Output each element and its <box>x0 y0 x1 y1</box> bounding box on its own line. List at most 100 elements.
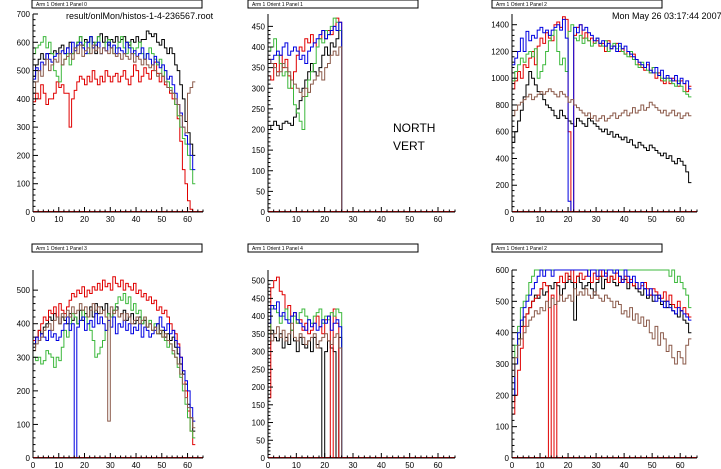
x-tick-label: 60 <box>676 461 685 469</box>
panel-0: Arm 1 Orient 1 Panel 0 0 100 200 300 400 500 60… <box>17 0 204 224</box>
y-tick-label: 50 <box>256 436 265 445</box>
x-tick-label: 10 <box>292 461 301 469</box>
series-blue <box>268 21 345 213</box>
series-red <box>33 61 196 213</box>
x-tick-label: 50 <box>157 461 166 469</box>
x-tick-label: 60 <box>434 215 443 224</box>
y-tick-label: 200 <box>496 181 510 190</box>
x-tick-label: 40 <box>620 215 629 224</box>
y-tick-label: 100 <box>496 423 510 432</box>
series-brown <box>268 46 345 213</box>
y-tick-label: 0 <box>261 454 266 463</box>
panel-title-box <box>491 243 663 253</box>
y-tick-label: 600 <box>496 266 510 275</box>
x-tick-label: 30 <box>106 461 115 469</box>
y-tick-label: 100 <box>17 420 31 429</box>
panel-1: Arm 1 Orient 1 Panel 1050100150200250300… <box>247 0 456 224</box>
file-path-label: result/onlMon/histos-1-4-236567.root <box>66 11 214 21</box>
y-tick-label: 0 <box>26 454 31 463</box>
x-tick-label: 40 <box>132 461 141 469</box>
x-tick-label: 20 <box>564 461 573 469</box>
panel-title: Arm 1 Orient 1 Panel 2 <box>496 2 547 8</box>
panel-title: Arm 1 Orient 1 Panel 1 <box>252 2 303 8</box>
y-tick-label: 300 <box>252 84 266 93</box>
y-tick-label: 400 <box>17 320 31 329</box>
x-tick-label: 60 <box>676 215 685 224</box>
y-tick-label: 400 <box>17 95 31 104</box>
panel-5: Arm 1 Orient 1 Panel 2010020030040050060… <box>491 243 698 469</box>
panel-title-box <box>31 0 203 9</box>
series-black <box>33 30 196 156</box>
vert-label: VERT <box>393 139 425 153</box>
y-tick-label: 450 <box>252 22 266 31</box>
y-tick-label: 150 <box>252 401 266 410</box>
series-brown <box>33 303 196 429</box>
x-tick-label: 20 <box>320 461 329 469</box>
y-tick-label: 100 <box>17 180 31 189</box>
series-red <box>268 276 345 459</box>
panel-title: Arm 1 Orient 1 Panel 0 <box>36 2 87 8</box>
y-tick-label: 350 <box>252 64 266 73</box>
series-blue <box>33 313 196 459</box>
x-tick-label: 40 <box>620 461 629 469</box>
x-tick-label: 50 <box>157 215 166 224</box>
series-green <box>268 305 345 459</box>
x-tick-label: 50 <box>648 215 657 224</box>
y-tick-label: 350 <box>252 330 266 339</box>
panel-title-box <box>491 0 663 9</box>
north-label: NORTH <box>393 121 436 135</box>
series-black <box>268 30 345 213</box>
series-green <box>512 24 692 98</box>
y-tick-label: 0 <box>505 454 510 463</box>
series-green <box>33 36 196 185</box>
y-tick-label: 700 <box>17 10 31 19</box>
x-tick-label: 10 <box>54 461 63 469</box>
x-tick-label: 60 <box>434 461 443 469</box>
y-tick-label: 500 <box>496 297 510 306</box>
y-tick-label: 600 <box>496 128 510 137</box>
series-brown <box>33 44 196 134</box>
y-tick-label: 400 <box>496 154 510 163</box>
y-tick-label: 100 <box>252 419 266 428</box>
series-black <box>512 275 692 403</box>
y-tick-label: 100 <box>252 167 266 176</box>
y-tick-label: 250 <box>252 365 266 374</box>
x-tick-label: 30 <box>592 215 601 224</box>
x-tick-label: 0 <box>266 461 271 469</box>
series-green <box>33 293 196 439</box>
y-tick-label: 1400 <box>491 21 509 30</box>
panel-title-box <box>247 243 419 253</box>
y-tick-label: 200 <box>17 151 31 160</box>
y-tick-label: 150 <box>252 146 266 155</box>
y-tick-label: 300 <box>17 123 31 132</box>
y-tick-label: 0 <box>26 208 31 217</box>
y-tick-label: 200 <box>252 126 266 135</box>
x-tick-label: 30 <box>349 461 358 469</box>
x-tick-label: 20 <box>564 215 573 224</box>
y-tick-label: 200 <box>496 391 510 400</box>
y-tick-label: 500 <box>17 67 31 76</box>
x-tick-label: 60 <box>183 461 192 469</box>
x-tick-label: 50 <box>405 215 414 224</box>
x-tick-label: 40 <box>377 215 386 224</box>
datetime-label: Mon May 26 03:17:44 2007 <box>612 11 721 21</box>
x-tick-label: 40 <box>132 215 141 224</box>
y-tick-label: 600 <box>17 38 31 47</box>
y-tick-label: 300 <box>496 360 510 369</box>
y-tick-label: 0 <box>505 208 510 217</box>
x-tick-label: 60 <box>183 215 192 224</box>
panel-title: Arm 1 Orient 1 Panel 4 <box>252 246 303 252</box>
series-brown <box>268 322 345 459</box>
y-tick-label: 800 <box>496 101 510 110</box>
x-tick-label: 30 <box>106 215 115 224</box>
y-tick-label: 300 <box>252 348 266 357</box>
x-tick-label: 0 <box>31 461 36 469</box>
panel-title: Arm 1 Orient 1 Panel 2 <box>496 246 547 252</box>
y-tick-label: 1000 <box>491 74 509 83</box>
panel-2: Arm 1 Orient 1 Panel 2 0 200 400 600 800 1000 1… <box>491 0 698 224</box>
y-tick-label: 400 <box>252 312 266 321</box>
y-tick-label: 200 <box>252 383 266 392</box>
panel-3: Arm 1 Orient 1 Panel 3 0 100 200 300 400 500 0 1… <box>17 243 204 469</box>
y-tick-label: 250 <box>252 105 266 114</box>
